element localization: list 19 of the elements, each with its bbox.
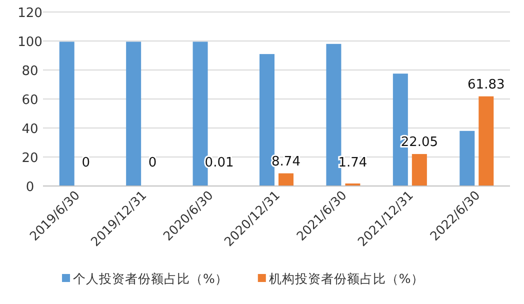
bar xyxy=(460,130,475,186)
data-label: 0 xyxy=(82,155,90,170)
y-tick-label: 100 xyxy=(18,35,42,50)
y-tick-label: 120 xyxy=(18,6,42,21)
y-tick-label: 40 xyxy=(22,122,38,137)
bar xyxy=(412,154,427,186)
legend-label: 个人投资者份额占比（%） xyxy=(73,271,228,286)
y-tick-label: 0 xyxy=(26,180,34,195)
y-tick-label: 80 xyxy=(22,64,38,79)
y-tick-label: 60 xyxy=(22,93,38,108)
bar xyxy=(278,173,294,186)
bar xyxy=(478,96,494,186)
bar xyxy=(126,42,142,186)
bar xyxy=(59,42,74,186)
bar xyxy=(326,44,342,186)
data-label: 0 xyxy=(148,155,157,170)
legend-label: 机构投资者份额占比（%） xyxy=(268,271,424,286)
data-label: 61.83 xyxy=(468,77,505,92)
y-tick-label: 20 xyxy=(22,151,38,166)
